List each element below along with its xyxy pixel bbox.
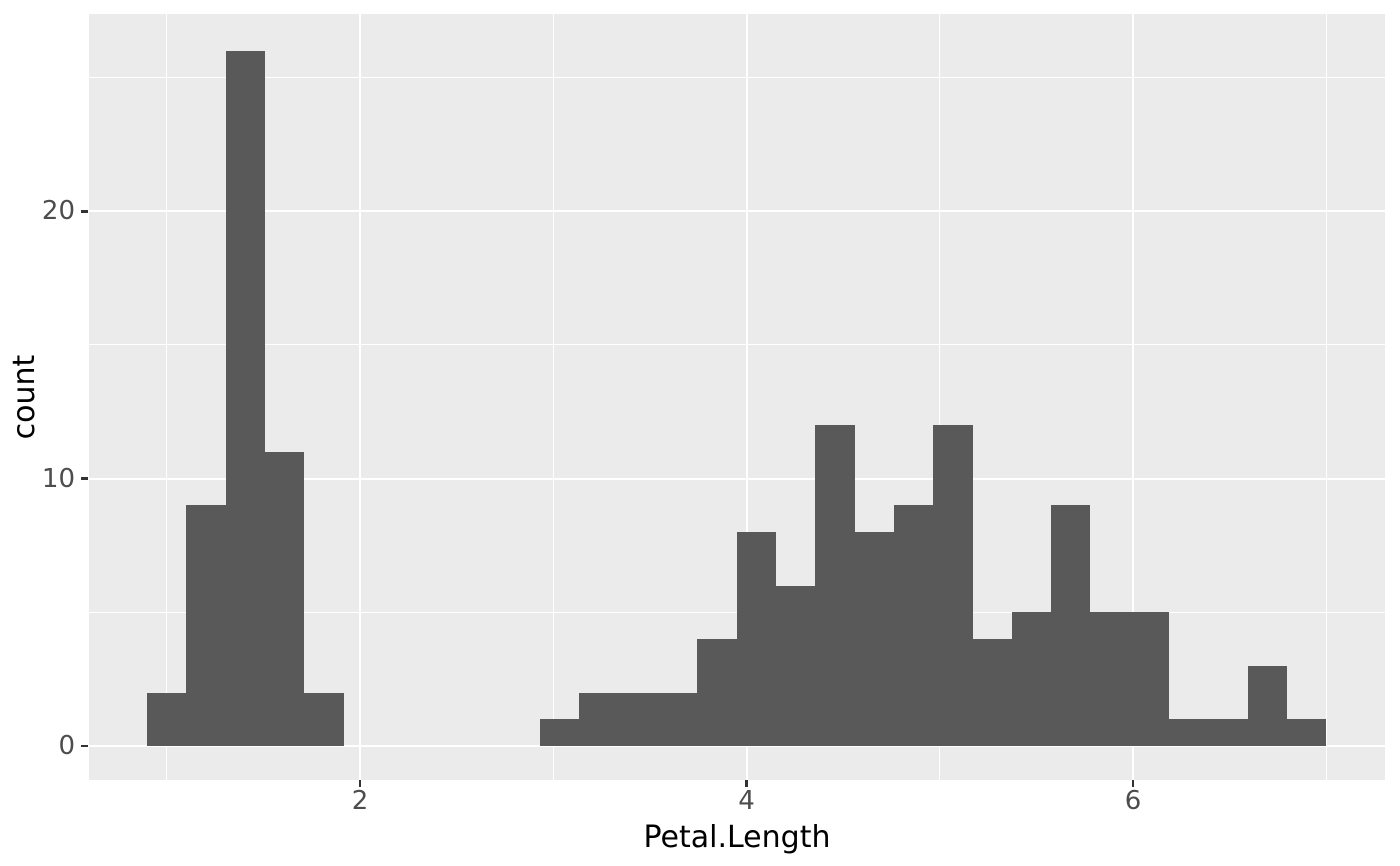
histogram-bar [147,692,187,746]
histogram-bar [972,639,1012,746]
histogram-bar [579,692,619,746]
grid-major-y [89,210,1385,213]
histogram-bar [1011,612,1052,746]
x-tick-label: 4 [738,786,755,816]
y-tick-mark [81,744,88,748]
x-tick-label: 6 [1124,786,1142,816]
histogram-bar [815,425,855,746]
x-tick-mark [745,780,748,787]
histogram-bar [933,425,973,746]
histogram-bar [1051,505,1091,746]
x-tick-mark [1131,780,1135,787]
grid-major-y [89,744,1385,747]
histogram-bar [854,532,894,746]
histogram-bar [658,692,698,746]
plot-panel [89,14,1385,780]
grid-major-x [359,14,361,780]
x-tick-label: 2 [351,786,369,816]
histogram-bar [618,692,659,746]
grid-minor-x [552,14,554,780]
histogram-bar [540,719,580,746]
x-tick-mark [358,780,362,787]
histogram-bar [893,505,934,746]
histogram-bar [1169,719,1209,746]
y-tick-mark [81,477,88,480]
grid-minor-x [1325,14,1327,780]
histogram-bar [1247,665,1287,746]
y-tick-label: 0 [58,730,75,761]
histogram-bar [186,505,226,746]
grid-major-x [745,14,748,780]
x-axis-title: Petal.Length [643,820,831,855]
grid-minor-x [939,14,941,780]
histogram-bar [304,692,344,746]
histogram-bar [1208,719,1248,746]
histogram-bar [776,585,816,746]
y-tick-mark [81,210,88,213]
histogram-bar [697,639,737,746]
y-tick-label: 10 [41,463,75,494]
grid-major-y [89,477,1385,480]
grid-minor-x [166,14,168,780]
histogram-bar [1287,719,1327,746]
grid-major-x [1132,14,1134,780]
grid-minor-y [89,344,1385,346]
histogram-bar [225,50,266,746]
histogram-bar [1129,612,1170,746]
histogram-bar [1090,612,1130,746]
histogram-bar [736,532,776,746]
grid-minor-y [89,77,1385,79]
y-tick-label: 20 [41,196,75,227]
histogram-bar [265,451,305,746]
